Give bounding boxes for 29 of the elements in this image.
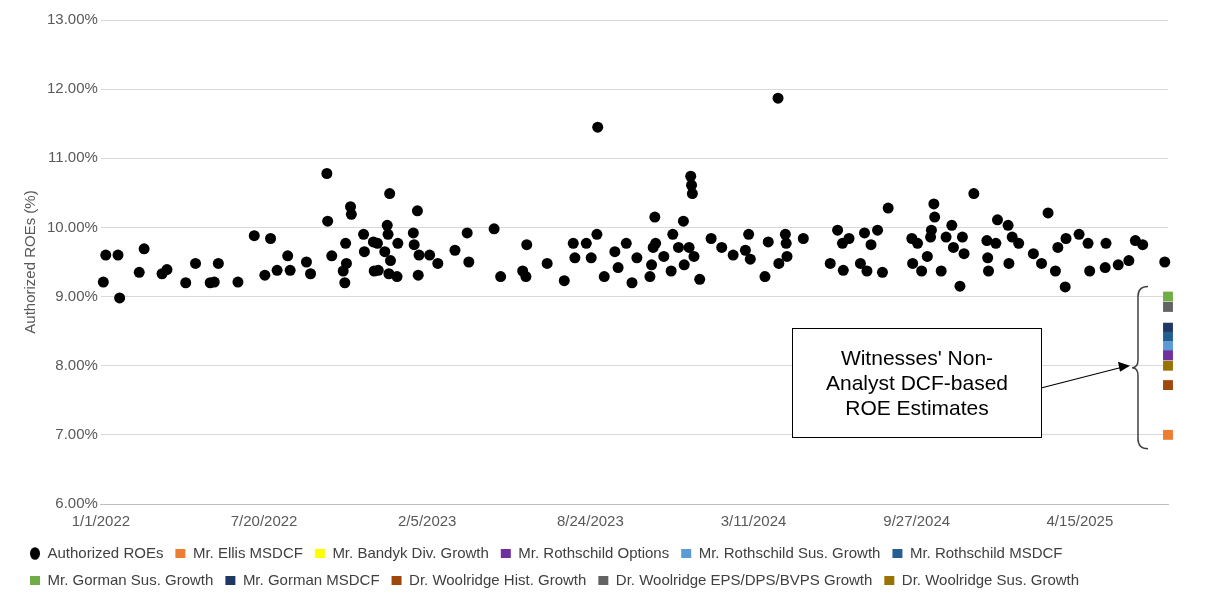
x-tick-label: 4/15/2025 (1046, 512, 1114, 530)
legend-label: Mr. Rothschild Sus. Growth (698, 543, 881, 561)
legend-label: Dr. Woolridge Sus. Growth (901, 570, 1080, 588)
x-tick-label: 8/24/2023 (557, 512, 624, 530)
note-box: Witnesses' Non-Analyst DCF-based ROE Estimates (792, 327, 1042, 438)
x-tick-label: 2/5/2023 (398, 512, 457, 530)
y-tick-label: 11.00% (48, 148, 98, 166)
annotation: Witnesses' Non-Analyst DCF-based ROE Estimates (824, 344, 1010, 421)
y-tick-label: 6.00% (55, 494, 98, 512)
y-tick-label: 10.00% (47, 217, 98, 235)
legend-label: Mr. Gorman MSDCF (242, 570, 380, 588)
legend-label: Mr. Bandyk Div. Growth (332, 543, 489, 561)
y-tick-label: 7.00% (55, 425, 98, 442)
legend-label: Dr. Woolridge EPS/DPS/BVPS Growth (615, 570, 873, 588)
legend-label: Dr. Woolridge Hist. Growth (409, 570, 587, 588)
y-axis-title: Authorized ROEs (%) (21, 190, 39, 334)
y-tick-label: 9.00% (55, 286, 98, 304)
y-tick-label: 12.00% (47, 79, 98, 97)
x-tick-label: 7/20/2022 (230, 512, 298, 530)
x-tick-label: 1/1/2022 (71, 512, 131, 530)
y-tick-label: 13.00% (47, 10, 98, 28)
y-tick-label: 8.00% (55, 355, 98, 373)
legend-label: Mr. Rothschild MSDCF (909, 543, 1063, 561)
legend-label: Mr. Gorman Sus. Growth (47, 570, 214, 588)
legend-label: Mr. Rothschild Options (518, 543, 670, 561)
x-tick-label: 9/27/2024 (883, 512, 951, 530)
legend-label: Mr. Ellis MSDCF (192, 543, 303, 561)
x-tick-label: 3/11/2024 (720, 512, 787, 530)
legend-label: Authorized ROEs (47, 543, 164, 561)
